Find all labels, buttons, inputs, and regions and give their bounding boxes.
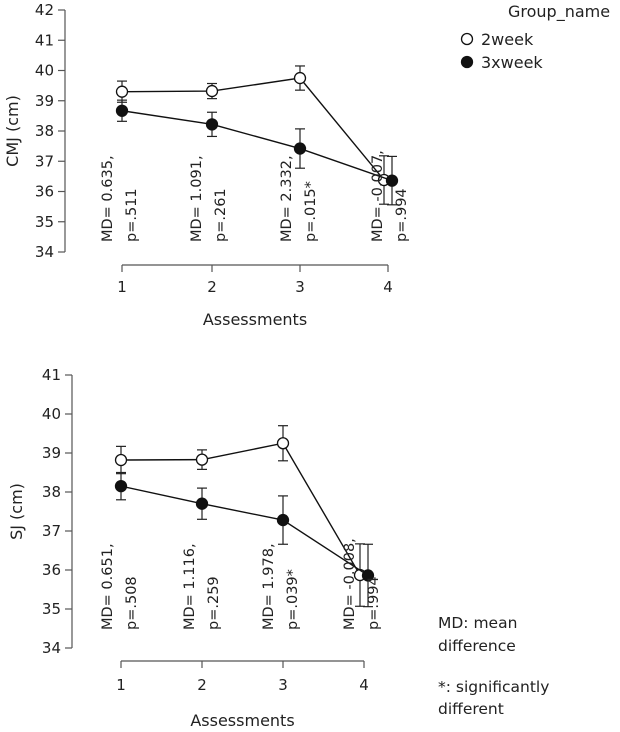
bottom-point-2week <box>114 453 128 467</box>
top-annotation-md: MD= 1.091, <box>189 155 205 242</box>
top-x-tick-label: 1 <box>117 278 127 296</box>
top-annotation-p: p=.994 <box>394 188 410 242</box>
legend-marker-filled <box>460 55 474 69</box>
top-annotation-p: p=.511 <box>124 188 140 242</box>
bottom-x-tick-label: 1 <box>116 676 126 694</box>
top-point-3xweek <box>293 142 307 155</box>
bottom-annotation-md: MD= 0.651, <box>100 543 116 630</box>
legend-entry-3xweek: 3xweek <box>481 53 543 72</box>
top-y-tick-label: 38 <box>35 122 54 140</box>
bottom-y-axis-label: SJ (cm) <box>7 483 26 540</box>
bottom-annotation-md: MD= 1.978, <box>261 543 277 630</box>
bottom-annotation-p: p=.039* <box>285 569 301 630</box>
legend-marker-open <box>460 32 474 46</box>
legend: Group_name 2week 3xweek <box>460 2 610 72</box>
top-point-2week <box>205 84 219 98</box>
bottom-annotation-p: p=.994 <box>366 576 382 630</box>
bottom-y-tick-label: 40 <box>42 405 61 423</box>
bottom-y-tick-label: 37 <box>42 522 61 540</box>
top-series-line-2week <box>121 77 385 181</box>
top-y-tick-label: 42 <box>35 1 54 19</box>
top-y-tick-label: 41 <box>35 31 54 49</box>
bottom-series-line-3xweek <box>120 485 369 577</box>
note-md-line2: difference <box>438 637 516 655</box>
bottom-series-line-2week <box>120 442 361 576</box>
top-y-axis-label: CMJ (cm) <box>3 95 22 167</box>
bottom-y-tick-label: 36 <box>42 561 61 579</box>
legend-entry-2week: 2week <box>481 30 534 49</box>
note-sig-line2: different <box>438 700 504 718</box>
top-x-tick-label: 3 <box>295 278 305 296</box>
bottom-annotation-p: p=.508 <box>124 576 140 630</box>
bottom-x-tick-label: 2 <box>197 676 207 694</box>
bottom-y-tick-label: 39 <box>42 444 61 462</box>
bottom-annotation-md: MD= -0.008, <box>342 538 358 630</box>
top-annotation-p: p=.261 <box>213 188 229 242</box>
top-series-line-3xweek <box>121 110 393 182</box>
bottom-y-tick-label: 38 <box>42 483 61 501</box>
top-y-tick-label: 34 <box>35 243 54 261</box>
bottom-x-axis-label: Assessments <box>190 711 294 730</box>
bottom-point-2week <box>195 453 209 466</box>
top-annotation-md: MD= 0.635, <box>100 155 116 242</box>
top-y-tick-label: 37 <box>35 152 54 170</box>
note-sig-line1: *: significantly <box>438 678 549 696</box>
bottom-y-tick-label: 34 <box>42 639 61 657</box>
bottom-point-3xweek <box>276 513 290 527</box>
bottom-y-tick-label: 35 <box>42 600 61 618</box>
note-md-line1: MD: mean <box>438 614 517 632</box>
top-y-tick-label: 36 <box>35 183 54 201</box>
top-x-tick-label: 4 <box>383 278 393 296</box>
top-point-3xweek <box>385 174 399 187</box>
top-annotation-md: MD= 2.332, <box>279 155 295 242</box>
top-annotation-p: p=.015* <box>303 181 319 242</box>
top-point-2week <box>293 71 307 85</box>
top-y-tick-label: 40 <box>35 62 54 80</box>
top-y-tick-label: 39 <box>35 92 54 110</box>
top-y-tick-label: 35 <box>35 213 54 231</box>
bottom-annotation-p: p=.259 <box>206 576 222 630</box>
bottom-point-2week <box>276 437 290 450</box>
top-point-2week <box>115 85 129 98</box>
bottom-point-3xweek <box>195 497 209 510</box>
bottom-x-tick-label: 3 <box>278 676 288 694</box>
top-point-3xweek <box>115 104 129 117</box>
bottom-point-3xweek <box>361 569 375 582</box>
notes: MD: mean difference *: significantly dif… <box>438 614 549 718</box>
top-point-3xweek <box>205 118 219 131</box>
bottom-annotation-md: MD= 1.116, <box>182 543 198 630</box>
bottom-point-3xweek <box>114 479 128 493</box>
top-x-axis-label: Assessments <box>203 310 307 329</box>
top-x-tick-label: 2 <box>207 278 217 296</box>
legend-title: Group_name <box>508 2 610 22</box>
top-annotation-md: MD= -0.007, <box>370 150 386 242</box>
bottom-x-tick-label: 4 <box>359 676 369 694</box>
bottom-y-tick-label: 41 <box>42 366 61 384</box>
